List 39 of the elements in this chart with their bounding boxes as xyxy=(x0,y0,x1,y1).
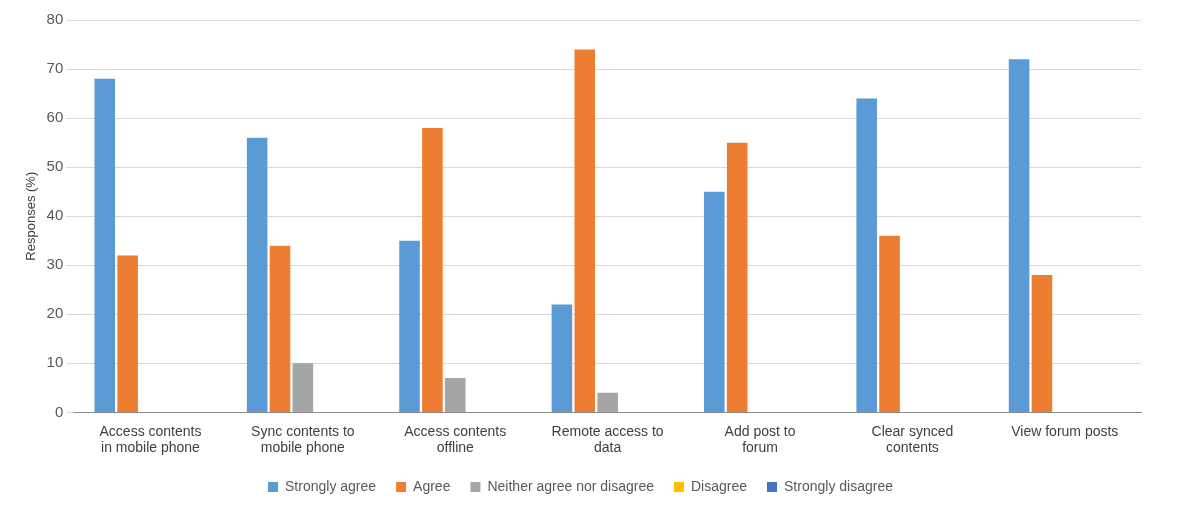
y-tick-label: 50 xyxy=(46,157,64,175)
bar xyxy=(269,245,291,412)
bar xyxy=(292,363,314,412)
bar xyxy=(551,304,573,412)
y-axis-title: Responses (%) xyxy=(23,171,39,261)
y-tick-label: 10 xyxy=(46,353,64,371)
x-tick-label: Sync contents to mobile phone xyxy=(251,422,355,456)
x-tick-label: Access contents in mobile phone xyxy=(99,422,202,456)
x-tick-label: Remote access to data xyxy=(551,422,664,456)
bar xyxy=(726,142,748,412)
bar xyxy=(704,191,725,412)
bar xyxy=(399,240,420,412)
bar xyxy=(1031,275,1053,412)
bar xyxy=(1008,59,1030,412)
bar xyxy=(574,49,596,412)
bar xyxy=(879,235,900,412)
bar xyxy=(422,127,443,412)
bar xyxy=(246,137,268,412)
y-tick-label: 60 xyxy=(46,108,64,126)
y-tick-label: 80 xyxy=(46,10,64,28)
x-tick-label: View forum posts xyxy=(1011,422,1119,439)
y-tick-label: 70 xyxy=(46,59,64,77)
y-tick-label: 40 xyxy=(46,206,64,224)
x-tick-label: Add post to forum xyxy=(724,422,796,456)
legend-label: Disagree xyxy=(690,477,748,494)
bar xyxy=(856,98,877,412)
bar xyxy=(597,392,618,412)
legend-label: Agree xyxy=(413,477,451,494)
bar xyxy=(94,78,116,412)
legend-label: Neither agree nor disagree xyxy=(487,477,655,494)
x-tick-label: Access contents offline xyxy=(404,422,507,456)
bar xyxy=(117,255,138,412)
legend-label: Strongly disagree xyxy=(784,477,894,494)
y-tick-label: 0 xyxy=(54,402,64,420)
y-tick-label: 20 xyxy=(46,304,64,322)
legend-label: Strongly agree xyxy=(285,477,377,494)
bar xyxy=(444,378,466,412)
y-tick-label: 30 xyxy=(46,255,64,273)
x-tick-label: Clear synced contents xyxy=(871,422,954,456)
